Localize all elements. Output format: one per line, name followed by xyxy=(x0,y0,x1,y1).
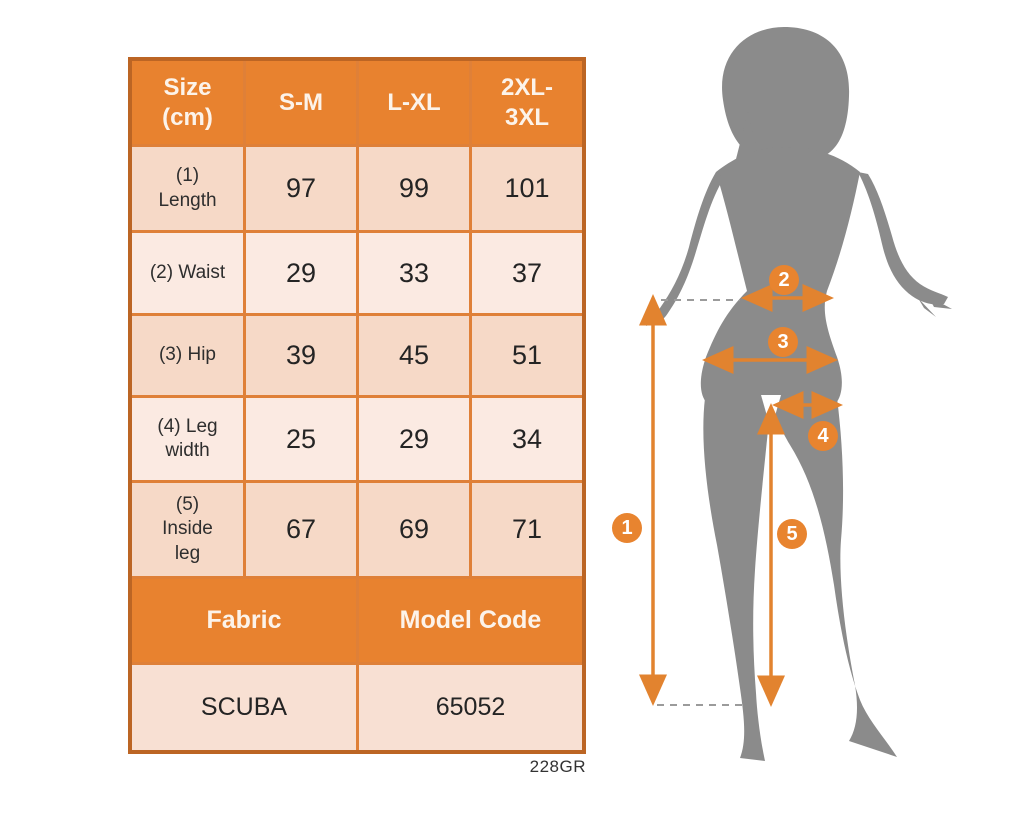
row-length-lxl: 99 xyxy=(359,147,469,230)
row-hip-sm: 39 xyxy=(246,316,356,395)
row-length-sm: 97 xyxy=(246,147,356,230)
row-hip-label: (3) Hip xyxy=(132,316,243,395)
header-size-cm: Size (cm) xyxy=(132,61,243,144)
row-hip-2xl3xl: 51 xyxy=(472,316,582,395)
header-s-m: S-M xyxy=(246,61,356,144)
row-legwidth-label: (4) Leg width xyxy=(132,398,243,480)
row-legwidth-2xl3xl: 34 xyxy=(472,398,582,480)
measure-badge-2: 2 xyxy=(769,265,799,295)
header-2xl-3xl: 2XL- 3XL xyxy=(472,61,582,144)
footer-fabric-header: Fabric xyxy=(132,579,356,662)
footer-fabric-value: SCUBA xyxy=(132,665,356,750)
row-legwidth-lxl: 29 xyxy=(359,398,469,480)
row-waist-sm: 29 xyxy=(246,233,356,313)
row-length-2xl3xl: 101 xyxy=(472,147,582,230)
row-insideleg-lxl: 69 xyxy=(359,483,469,576)
row-waist-lxl: 33 xyxy=(359,233,469,313)
row-waist-label: (2) Waist xyxy=(132,233,243,313)
row-insideleg-2xl3xl: 71 xyxy=(472,483,582,576)
row-legwidth-sm: 25 xyxy=(246,398,356,480)
measure-badge-3: 3 xyxy=(768,327,798,357)
footer-modelcode-value: 65052 xyxy=(359,665,582,750)
row-insideleg-sm: 67 xyxy=(246,483,356,576)
row-waist-2xl3xl: 37 xyxy=(472,233,582,313)
weight-note: 228GR xyxy=(529,757,586,776)
row-length-label: (1) Length xyxy=(132,147,243,230)
size-chart-table: Size (cm) S-M L-XL 2XL- 3XL (1) Length 9… xyxy=(128,57,586,754)
measure-badge-4: 4 xyxy=(808,421,838,451)
measure-badge-5: 5 xyxy=(777,519,807,549)
row-insideleg-label: (5) Inside leg xyxy=(132,483,243,576)
row-hip-lxl: 45 xyxy=(359,316,469,395)
header-l-xl: L-XL xyxy=(359,61,469,144)
measurement-diagram xyxy=(639,27,952,761)
body-silhouette xyxy=(646,27,952,761)
measure-badge-1: 1 xyxy=(612,513,642,543)
footer-modelcode-header: Model Code xyxy=(359,579,582,662)
